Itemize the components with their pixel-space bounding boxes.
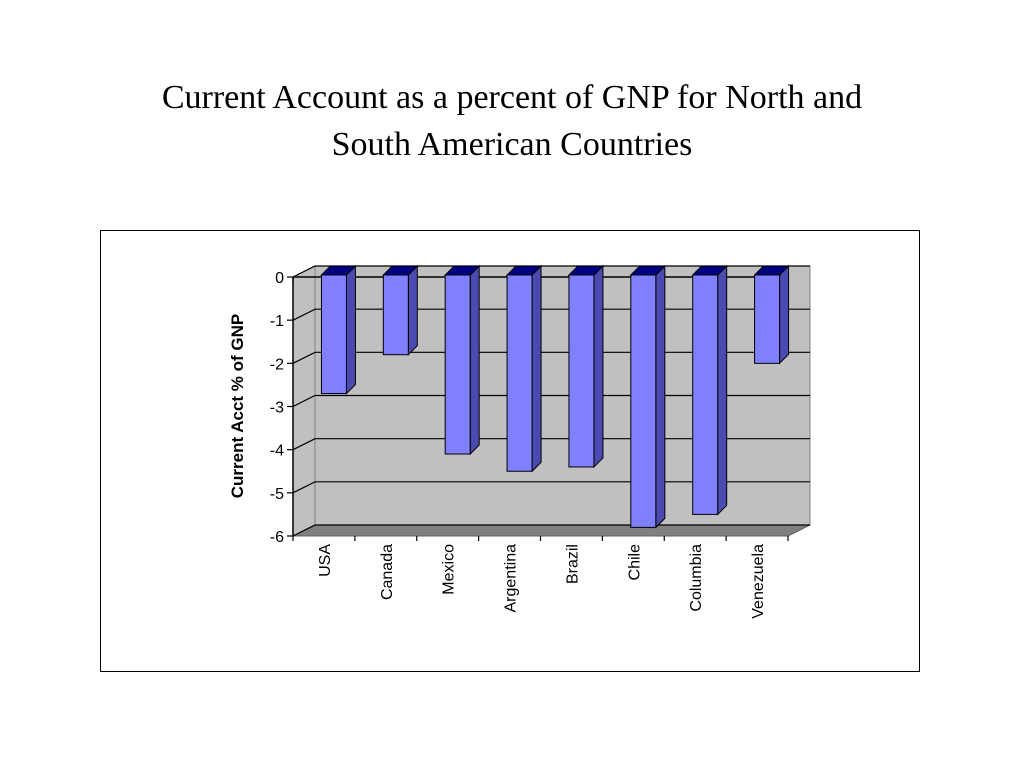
- bar-chile: [630, 274, 657, 528]
- bar-side-chile: [655, 264, 666, 529]
- x-category-label: Canada: [379, 544, 396, 600]
- bar-mexico: [444, 274, 471, 455]
- bar-top-canada: [382, 265, 419, 276]
- y-axis-title: Current Acct % of GNP: [228, 314, 247, 499]
- bar-top-chile: [629, 265, 667, 276]
- y-tick-label: -2: [270, 356, 284, 373]
- x-category-label: Mexico: [441, 544, 458, 595]
- bar-top-columbia: [691, 265, 728, 276]
- bar-top-usa: [320, 265, 357, 276]
- y-tick-label: 0: [275, 270, 284, 287]
- chart-floor: [292, 524, 811, 537]
- x-category-label: Chile: [626, 544, 643, 581]
- y-tick-label: -4: [270, 443, 284, 460]
- bar-columbia: [692, 274, 719, 515]
- y-tick-label: -5: [270, 486, 284, 503]
- x-category-label: Columbia: [688, 544, 705, 612]
- bar-venezuela: [754, 274, 781, 364]
- x-category-label: USA: [317, 544, 334, 577]
- bar-top-brazil: [567, 265, 605, 276]
- slide-title-line-1: Current Account as a percent of GNP for …: [161, 79, 863, 116]
- bar-side-brazil: [593, 264, 604, 469]
- bar-brazil: [568, 274, 595, 468]
- bar-side-argentina: [531, 264, 542, 473]
- y-tick-label: -1: [270, 313, 284, 330]
- bar-top-argentina: [505, 265, 543, 276]
- bar-usa: [320, 274, 347, 395]
- bar-side-mexico: [469, 264, 480, 456]
- bar-side-venezuela: [779, 264, 790, 365]
- slide-title: Current Account as a percent of GNP for …: [0, 74, 1024, 168]
- bar-side-columbia: [717, 264, 728, 516]
- bar-top-venezuela: [753, 265, 790, 276]
- x-category-label: Argentina: [503, 544, 520, 613]
- y-tick-label: -3: [270, 400, 284, 417]
- x-category-label: Venezuela: [750, 544, 767, 619]
- bar-side-usa: [345, 264, 356, 395]
- bar-canada: [382, 274, 409, 356]
- slide-title-line-2: South American Countries: [331, 126, 693, 163]
- bar-top-mexico: [443, 265, 481, 276]
- x-category-label: Brazil: [564, 544, 581, 584]
- y-tick-label: -6: [270, 529, 284, 546]
- bar-side-canada: [407, 264, 418, 356]
- bar-argentina: [506, 274, 533, 472]
